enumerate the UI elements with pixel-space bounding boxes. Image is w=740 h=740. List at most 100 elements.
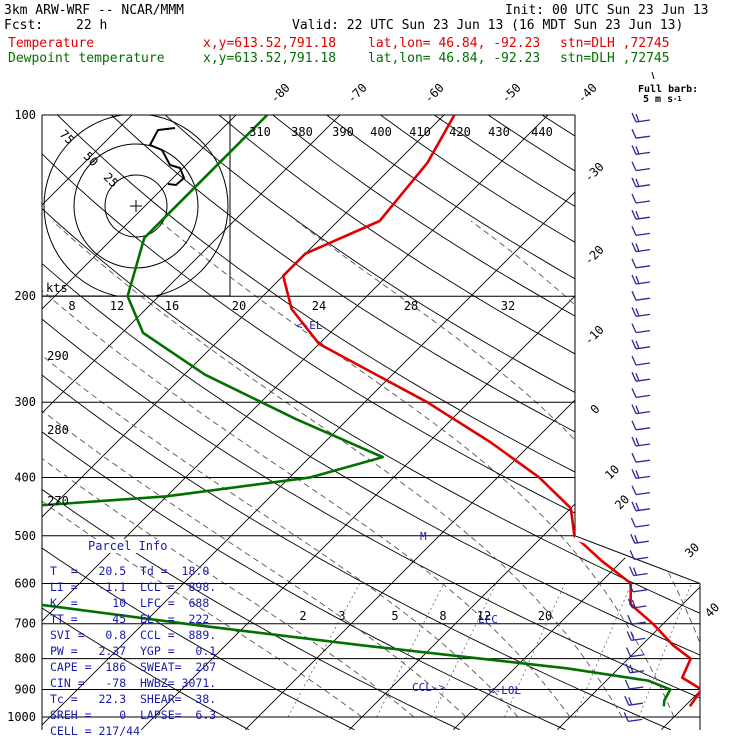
hodo-axis-tick: 8: [68, 299, 75, 313]
isotherm-line: [42, 115, 368, 730]
mixing-ratio-label: 2: [299, 609, 306, 623]
theta-label: 390: [332, 125, 354, 139]
wind-barb: [631, 258, 651, 269]
wind-barb: [631, 355, 651, 366]
hodo-ring-label: 75: [57, 127, 77, 147]
barb-flag: [635, 275, 640, 285]
barb-flag: [635, 178, 640, 188]
barb-flag: [635, 210, 640, 220]
theta-label: 310: [249, 125, 271, 139]
hodo-axis-tick: 16: [165, 299, 179, 313]
moist-adiabat: [296, 220, 700, 718]
barb-flag: [635, 437, 640, 447]
wind-barb: [629, 566, 648, 577]
model-title: 3km ARW-WRF -- NCAR/MMM: [4, 3, 185, 18]
moist-adiabat: [159, 220, 675, 718]
barb-shaft: [635, 427, 651, 431]
barb-shaft: [634, 556, 649, 561]
dry-adiabat: [500, 115, 700, 730]
barb-flag: [626, 631, 632, 641]
isotherm-line: [42, 115, 576, 730]
dry-adiabat: [42, 115, 672, 730]
barb-shaft: [635, 362, 651, 366]
hodo-axis-tick: 24: [312, 299, 326, 313]
dry-adiabat: [552, 115, 700, 730]
parcel-annotation: CCL->: [412, 681, 445, 694]
wind-barb: [625, 663, 645, 674]
parcel-info-row: PW = 2.37 YGP = 0.1: [50, 644, 217, 658]
pressure-label-300: 300: [14, 395, 36, 409]
barb-flag: [631, 436, 637, 447]
wind-barb: [631, 274, 651, 285]
isotherm-line: [42, 115, 680, 730]
mixing-ratio-line: [504, 583, 566, 718]
isobar-layer: [41, 114, 701, 730]
barb-flag: [632, 567, 638, 576]
isotherm-line: [42, 115, 264, 730]
barb-flag: [635, 113, 640, 123]
barb-flag: [635, 308, 640, 317]
isotherm-label: 0: [588, 402, 603, 417]
profile-layer: [42, 115, 700, 708]
isotherm-label: -50: [499, 81, 524, 106]
dry-adiabat: [134, 115, 700, 730]
barb-shaft: [635, 232, 651, 237]
wind-barb: [631, 161, 651, 172]
isotherm-label: -30: [582, 160, 607, 185]
wind-barb: [631, 404, 651, 415]
wind-barb: [631, 485, 651, 496]
dew-legend-latlon: lat,lon= 46.84, -92.23: [368, 51, 541, 66]
mixing-ratio-label: 12: [477, 609, 491, 623]
wind-barb: [623, 712, 643, 723]
wind-barb: [631, 307, 651, 318]
barb-flag: [631, 355, 637, 366]
temp-legend-xy: x,y=613.52,791.18: [203, 36, 337, 51]
wind-barb: [630, 533, 649, 544]
dry-adiabat: [42, 115, 700, 730]
pressure-label-700: 700: [14, 617, 36, 631]
parcel-info-row: CIN = -78 HWBZ= 3071.: [50, 676, 217, 690]
hodo-axis-tick: 28: [404, 299, 418, 313]
pressure-label-900: 900: [14, 682, 36, 696]
hodo-axis-tick: 32: [501, 299, 515, 313]
parcel-info-row: CAPE = 186 SWEAT= 267: [50, 660, 217, 674]
barb-flag: [631, 177, 637, 188]
wind-barb: [628, 582, 648, 593]
barb-flag: [631, 307, 637, 317]
wind-barb: [631, 209, 651, 220]
parcel-info-panel: T = 20.5 Td = 18.0 LI = -1.1 LCL = 898. K …: [42, 540, 230, 738]
barb-flag: [629, 664, 634, 674]
pressure-label-400: 400: [14, 470, 36, 484]
barb-flag: [624, 695, 630, 706]
barb-flag: [631, 226, 637, 236]
wind-barb: [631, 436, 651, 447]
theta-label: 420: [449, 125, 471, 139]
barb-flag: [631, 388, 637, 398]
wind-barb: [631, 420, 651, 431]
barb-flag: [631, 145, 637, 155]
barb-shaft: [635, 459, 651, 463]
isotherm-label: -10: [582, 323, 607, 348]
wind-barb: [631, 501, 651, 512]
wind-barb: [631, 323, 651, 334]
barb-flag: [631, 501, 637, 512]
dry-adiabat: [42, 115, 700, 730]
isotherm-line: [42, 115, 472, 730]
barb-flag: [630, 632, 635, 641]
mixing-ratio-label: 5: [391, 609, 398, 623]
pressure-label-100: 100: [14, 108, 36, 122]
moist-adiabat: [663, 220, 700, 718]
barb-flag: [630, 533, 636, 544]
init-time: Init: 00 UTC Sun 23 Jun 13: [505, 3, 709, 18]
barb-shaft: [635, 394, 651, 399]
theta-label: 400: [370, 125, 392, 139]
wind-barb: [631, 226, 651, 237]
wind-barb: [629, 550, 649, 561]
wind-barb: [631, 128, 651, 139]
wind-barb: [631, 469, 651, 480]
isotherm-label: -40: [575, 81, 600, 106]
barb-shaft: [635, 524, 650, 528]
barb-flag: [628, 696, 633, 706]
barb-flag: [626, 647, 632, 657]
